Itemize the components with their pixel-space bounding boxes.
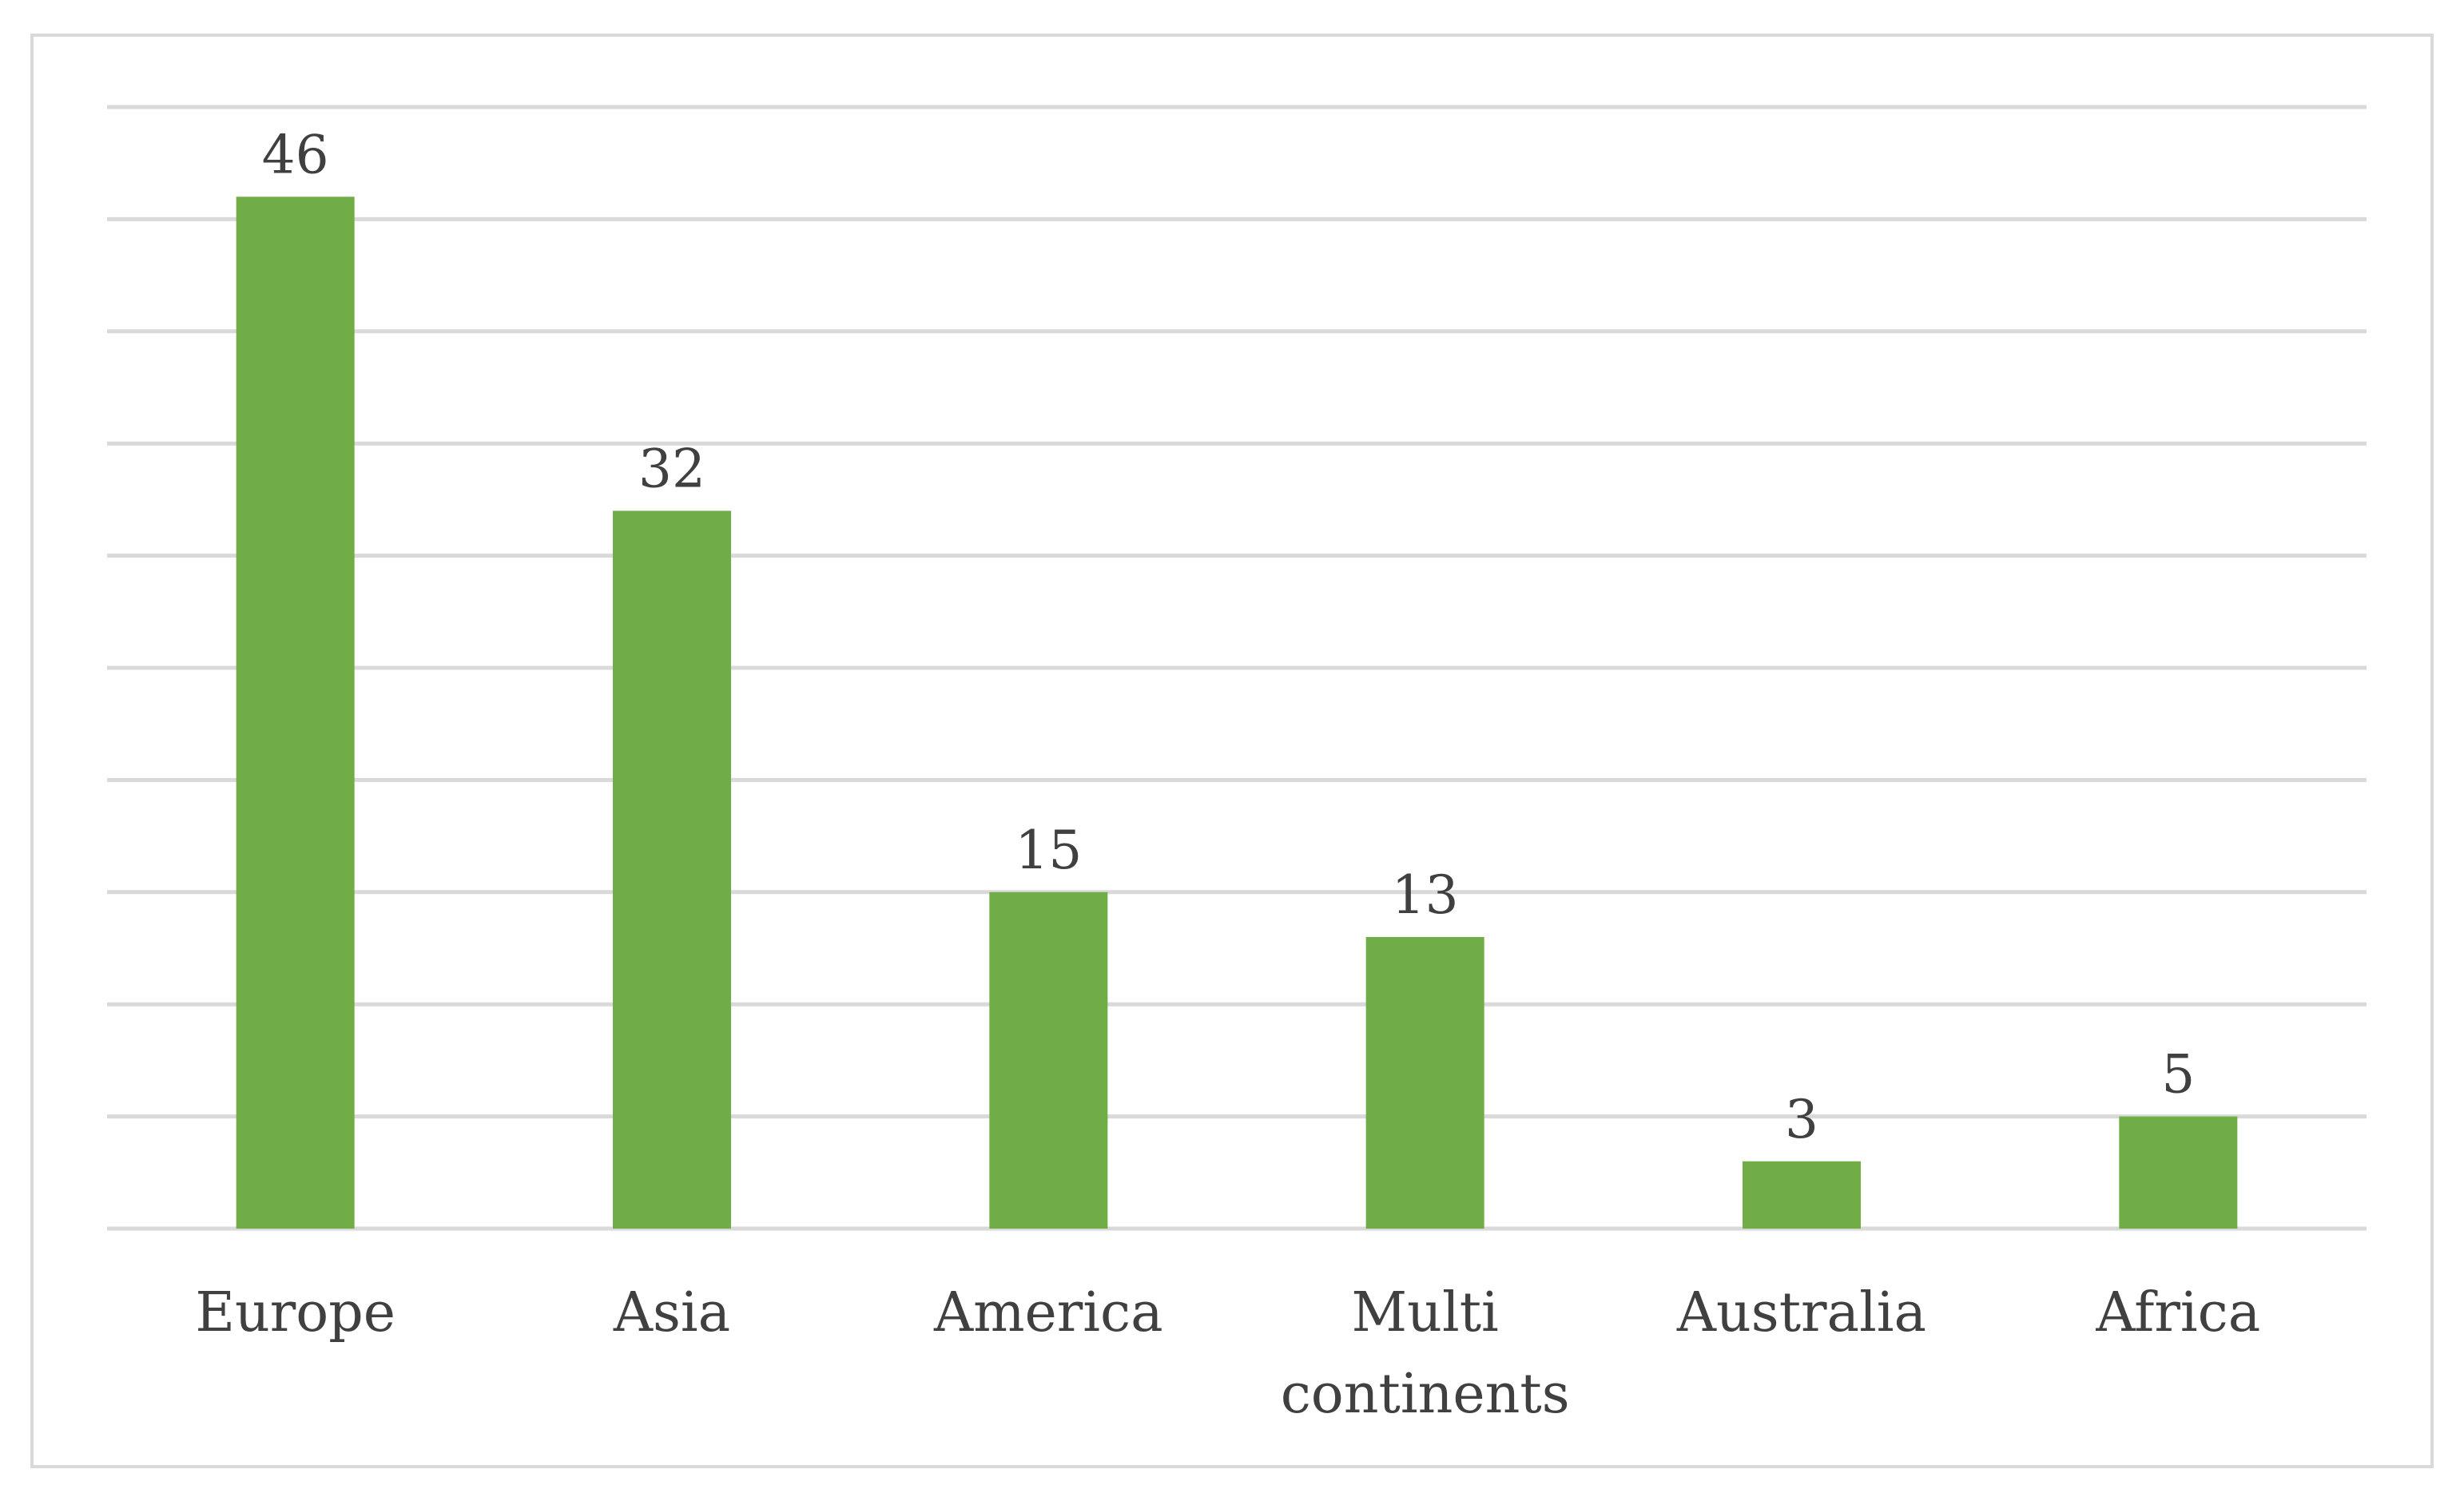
category-labels: Europe Asia America Multi continents Australi… <box>195 1281 2260 1426</box>
bar-multi-continents <box>1365 936 1484 1229</box>
bar-asia <box>613 510 731 1229</box>
bars <box>236 197 2238 1229</box>
data-label-america: 15 <box>1015 820 1082 881</box>
category-label-line: Africa <box>2095 1281 2260 1344</box>
category-label-asia: Asia <box>613 1281 730 1344</box>
category-label-africa: Africa <box>2095 1281 2260 1344</box>
bar-australia <box>1743 1161 1861 1229</box>
category-label-line: Europe <box>195 1281 395 1344</box>
category-label-line: Asia <box>613 1281 730 1344</box>
category-label-line: America <box>933 1281 1163 1344</box>
bar-africa <box>2119 1116 2238 1229</box>
bar-america <box>989 891 1108 1229</box>
category-label-europe: Europe <box>195 1281 395 1344</box>
gridlines <box>107 105 2367 1231</box>
data-labels: 46 32 15 13 3 5 <box>262 124 2196 1150</box>
category-label-multi-continents: Multi continents <box>1281 1281 1570 1426</box>
category-label-line: Multi <box>1352 1281 1499 1344</box>
data-label-australia: 3 <box>1785 1089 1818 1150</box>
data-label-multi-continents: 13 <box>1392 864 1459 926</box>
category-label-america: America <box>933 1281 1163 1344</box>
data-label-africa: 5 <box>2161 1044 2195 1106</box>
bar-europe <box>236 197 355 1229</box>
category-label-line: continents <box>1281 1363 1570 1426</box>
category-label-line: Australia <box>1676 1281 1926 1344</box>
category-label-australia: Australia <box>1676 1281 1926 1344</box>
data-label-asia: 32 <box>638 438 705 499</box>
data-label-europe: 46 <box>262 124 329 185</box>
